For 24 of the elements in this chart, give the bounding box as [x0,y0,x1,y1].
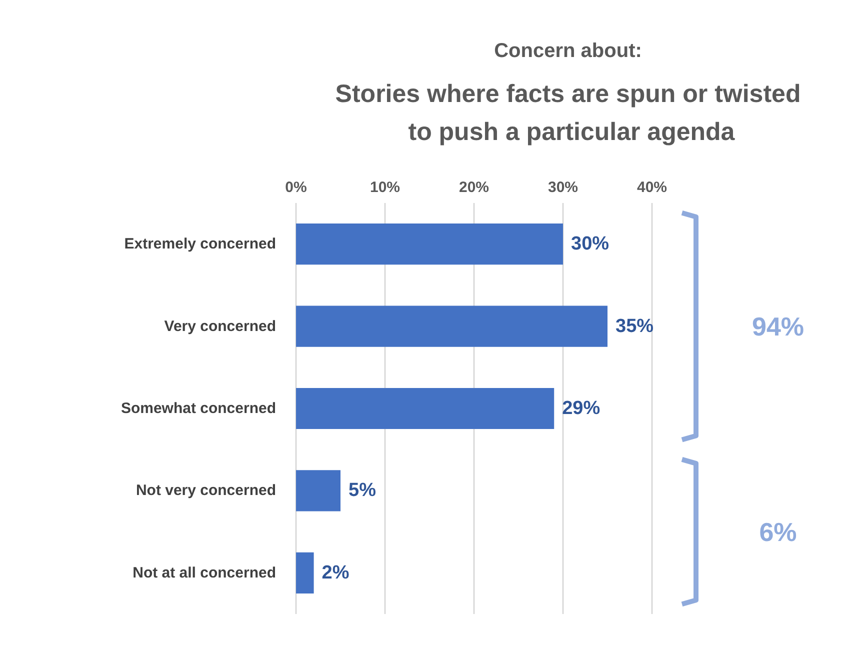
chart-title: Stories where facts are spun or twisted to push a particular agenda [335,80,801,146]
x-tick-label: 10% [370,179,400,196]
x-tick-label: 30% [548,179,578,196]
chart-subtitle: Concern about: [494,40,642,62]
x-tick-label: 40% [636,179,668,196]
y-tick-label: Somewhat concerned [120,400,276,417]
y-tick-label: Extremely concerned [124,236,276,253]
data-label: 30% [571,234,610,255]
bar [296,470,340,512]
x-tick-label: 0% [285,179,307,196]
y-tick-label: Very concerned [164,318,276,335]
bar [296,552,314,594]
bar [296,224,563,265]
data-label: 5% [348,480,376,502]
bar [296,306,608,347]
x-tick-label: 20% [458,179,490,196]
data-label: 29% [562,398,600,419]
data-label: 35% [616,316,654,337]
y-tick-label: Not at all concerned [132,564,276,582]
text: 6% [759,516,797,547]
text: 94% [752,311,804,342]
bar [296,388,554,430]
data-label: 2% [322,562,350,584]
y-tick-label: Not very concerned [136,482,276,500]
